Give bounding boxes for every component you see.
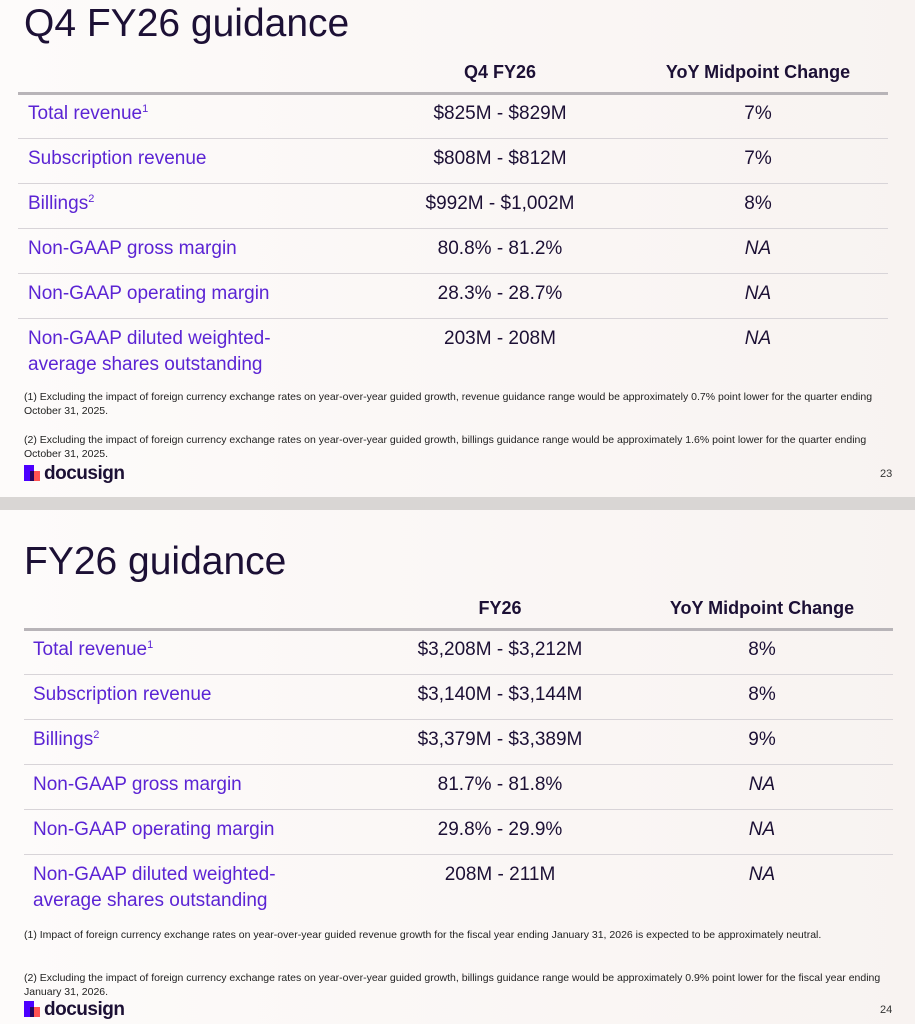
column-header: YoY Midpoint Change <box>665 62 851 82</box>
row-label: Subscription revenue <box>33 682 323 708</box>
row-rule <box>18 183 888 184</box>
label-text: Billings <box>33 729 94 750</box>
table-rule <box>24 628 893 631</box>
label-text: Non-GAAP operating margin <box>28 283 270 304</box>
slide-title: FY26 guidance <box>24 540 287 583</box>
footnote: (1) Excluding the impact of foreign curr… <box>24 391 873 417</box>
label-text: Non-GAAP gross margin <box>28 238 237 259</box>
footnote: (2) Excluding the impact of foreign curr… <box>24 972 881 998</box>
row-label: Non-GAAP operating margin <box>33 817 323 843</box>
row-rule <box>18 273 888 274</box>
row-rule <box>24 764 893 765</box>
change-value: 8% <box>748 639 776 660</box>
logo-text: docusign <box>44 999 125 1020</box>
footnote-ref: 2 <box>93 729 100 741</box>
column-header: YoY Midpoint Change <box>669 598 855 618</box>
logo: docusign <box>24 463 125 485</box>
change-value: NA <box>744 238 772 259</box>
label-text: Total revenue <box>33 639 148 660</box>
row-label: Non-GAAP gross margin <box>28 236 318 262</box>
label-text: Non-GAAP gross margin <box>33 774 242 795</box>
change-value: NA <box>744 328 772 349</box>
row-rule <box>18 228 888 229</box>
column-header: Q4 FY26 <box>463 62 537 82</box>
logo: docusign <box>24 999 125 1021</box>
row-rule <box>24 809 893 810</box>
row-rule <box>18 318 888 319</box>
column-header: FY26 <box>478 598 522 618</box>
label-text: Subscription revenue <box>33 684 212 705</box>
row-label: Subscription revenue <box>28 146 318 172</box>
change-value: 8% <box>744 193 772 214</box>
footnote-ref: 1 <box>142 103 149 115</box>
logo-icon <box>24 1001 40 1017</box>
label-text: Non-GAAP diluted weighted-average shares… <box>28 328 271 375</box>
range-value: $825M - $829M <box>433 103 567 124</box>
range-value: $992M - $1,002M <box>425 193 575 214</box>
range-value: $808M - $812M <box>433 148 567 169</box>
row-label: Non-GAAP diluted weighted-average shares… <box>33 862 323 914</box>
page-number: 23 <box>880 468 893 480</box>
range-value: 203M - 208M <box>444 328 556 349</box>
footnote: (1) Impact of foreign currency exchange … <box>24 929 822 941</box>
row-rule <box>24 719 893 720</box>
logo-text: docusign <box>44 463 125 484</box>
change-value: 7% <box>744 148 772 169</box>
page-number: 24 <box>880 1004 893 1016</box>
label-text: Non-GAAP operating margin <box>33 819 275 840</box>
row-label: Non-GAAP operating margin <box>28 281 318 307</box>
row-rule <box>24 674 893 675</box>
label-text: Billings <box>28 193 89 214</box>
range-value: 29.8% - 29.9% <box>437 819 563 840</box>
change-value: NA <box>744 283 772 304</box>
row-label: Total revenue1 <box>33 637 323 663</box>
row-rule <box>18 138 888 139</box>
range-value: $3,208M - $3,212M <box>417 639 583 660</box>
change-value: 8% <box>748 684 776 705</box>
label-text: Total revenue <box>28 103 143 124</box>
range-value: $3,379M - $3,389M <box>417 729 583 750</box>
row-label: Total revenue1 <box>28 101 318 127</box>
footnote-ref: 1 <box>147 639 154 651</box>
change-value: 9% <box>748 729 776 750</box>
range-value: 81.7% - 81.8% <box>437 774 563 795</box>
change-value: NA <box>748 774 776 795</box>
label-text: Subscription revenue <box>28 148 207 169</box>
row-label: Billings2 <box>28 191 318 217</box>
label-text: Non-GAAP diluted weighted-average shares… <box>33 864 276 911</box>
change-value: 7% <box>744 103 772 124</box>
footnote: (2) Excluding the impact of foreign curr… <box>24 434 867 460</box>
change-value: NA <box>748 819 776 840</box>
range-value: 28.3% - 28.7% <box>437 283 563 304</box>
table-rule <box>18 92 888 95</box>
row-label: Billings2 <box>33 727 323 753</box>
range-value: 208M - 211M <box>444 864 556 885</box>
change-value: NA <box>748 864 776 885</box>
slide: FY26 guidance FY26 YoY Midpoint Change Tota… <box>0 510 915 1024</box>
row-label: Non-GAAP gross margin <box>33 772 323 798</box>
footnote-ref: 2 <box>88 193 95 205</box>
row-rule <box>24 854 893 855</box>
logo-icon <box>24 465 40 481</box>
row-label: Non-GAAP diluted weighted-average shares… <box>28 326 318 378</box>
range-value: 80.8% - 81.2% <box>437 238 563 259</box>
slide: Q4 FY26 guidance Q4 FY26 YoY Midpoint Chan… <box>0 0 915 497</box>
slide-title: Q4 FY26 guidance <box>24 2 350 45</box>
range-value: $3,140M - $3,144M <box>417 684 583 705</box>
